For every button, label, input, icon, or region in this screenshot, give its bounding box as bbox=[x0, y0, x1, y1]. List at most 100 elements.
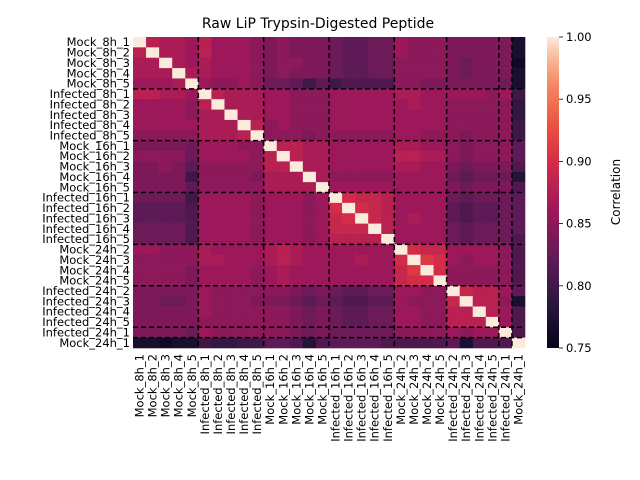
heatmap-cell bbox=[368, 161, 382, 173]
heatmap-cell bbox=[511, 88, 526, 100]
heatmap-cell bbox=[250, 119, 264, 131]
heatmap-cell bbox=[237, 327, 251, 338]
heatmap-cell bbox=[198, 119, 212, 131]
heatmap-cell bbox=[302, 140, 317, 152]
heatmap-cell bbox=[394, 68, 408, 79]
heatmap-cell bbox=[407, 223, 421, 235]
heatmap-cell bbox=[355, 285, 369, 297]
heatmap-cell bbox=[185, 327, 199, 338]
heatmap-cell bbox=[511, 37, 526, 48]
heatmap-cell bbox=[381, 254, 395, 266]
heatmap-cell bbox=[302, 337, 317, 349]
heatmap-cell bbox=[381, 296, 395, 307]
heatmap-cell bbox=[237, 182, 251, 193]
heatmap-cell bbox=[211, 316, 225, 328]
heatmap-cell bbox=[433, 223, 447, 235]
heatmap-cell bbox=[459, 316, 474, 328]
heatmap-cell bbox=[368, 223, 382, 235]
heatmap-cell bbox=[263, 296, 278, 307]
heatmap-cell bbox=[146, 88, 160, 100]
heatmap-cell bbox=[263, 171, 278, 183]
column-label: Mock_16h_3 bbox=[289, 354, 303, 425]
chart-title: Raw LiP Trypsin-Digested Peptide bbox=[202, 16, 434, 32]
heatmap-cell bbox=[381, 265, 395, 276]
heatmap-cell bbox=[276, 171, 291, 183]
heatmap-cell bbox=[472, 78, 487, 90]
heatmap-cell bbox=[342, 254, 356, 266]
heatmap-cell bbox=[472, 99, 487, 110]
heatmap-cell bbox=[263, 68, 278, 79]
heatmap-cell bbox=[289, 285, 304, 297]
heatmap-cell bbox=[394, 275, 408, 287]
heatmap-cell bbox=[329, 140, 343, 152]
heatmap-cell bbox=[211, 47, 225, 59]
heatmap-cell bbox=[237, 57, 251, 69]
heatmap-cell bbox=[146, 244, 160, 255]
heatmap-cell bbox=[394, 109, 408, 121]
heatmap-cell bbox=[276, 306, 291, 318]
column-label: Mock_16h_2 bbox=[276, 354, 290, 425]
heatmap-cell bbox=[472, 337, 487, 349]
heatmap-cell bbox=[250, 99, 264, 110]
heatmap-cell bbox=[172, 140, 186, 152]
colorbar-tick-label: 0.85 bbox=[566, 217, 592, 231]
heatmap-cell bbox=[237, 140, 251, 152]
heatmap-cell bbox=[459, 151, 474, 162]
heatmap-cell bbox=[276, 130, 291, 141]
heatmap-cell bbox=[211, 254, 225, 266]
heatmap-cell bbox=[224, 140, 238, 152]
heatmap-cell bbox=[420, 109, 434, 121]
heatmap-cell bbox=[133, 37, 147, 48]
heatmap-cell bbox=[433, 130, 447, 141]
heatmap-cell bbox=[485, 161, 500, 173]
heatmap-cell bbox=[315, 316, 330, 328]
heatmap-cell bbox=[472, 296, 487, 307]
heatmap-cell bbox=[315, 202, 330, 214]
heatmap-cell bbox=[420, 265, 434, 276]
heatmap-cell bbox=[394, 244, 408, 255]
heatmap-cell bbox=[433, 161, 447, 173]
heatmap-cell bbox=[433, 275, 447, 287]
heatmap-cell bbox=[302, 202, 317, 214]
heatmap-cell bbox=[133, 265, 147, 276]
heatmap-cell bbox=[394, 254, 408, 266]
row-label: Mock_16h_3 bbox=[59, 160, 130, 174]
heatmap-cell bbox=[315, 192, 330, 204]
heatmap-cell bbox=[498, 316, 513, 328]
heatmap-cell bbox=[355, 233, 369, 245]
row-label: Mock_24h_5 bbox=[59, 274, 130, 288]
heatmap-cell bbox=[459, 99, 474, 110]
heatmap-cell bbox=[446, 254, 460, 266]
heatmap-cell bbox=[172, 223, 186, 235]
heatmap-cell bbox=[276, 316, 291, 328]
heatmap-cell bbox=[433, 47, 447, 59]
heatmap-cell bbox=[446, 296, 460, 307]
heatmap-cell bbox=[185, 119, 199, 131]
heatmap-cell bbox=[485, 244, 500, 255]
heatmap-cell bbox=[224, 316, 238, 328]
heatmap-cell bbox=[315, 296, 330, 307]
heatmap-cell bbox=[381, 109, 395, 121]
heatmap-cell bbox=[511, 285, 526, 297]
row-label: Mock_16h_2 bbox=[59, 149, 130, 163]
heatmap-cell bbox=[433, 327, 447, 338]
heatmap-cell bbox=[498, 109, 513, 121]
heatmap-cell bbox=[315, 68, 330, 79]
colorbar bbox=[547, 37, 559, 348]
heatmap-cell bbox=[381, 37, 395, 48]
heatmap-cell bbox=[498, 119, 513, 131]
heatmap-cell bbox=[394, 140, 408, 152]
heatmap-cell bbox=[407, 88, 421, 100]
heatmap-cell bbox=[133, 254, 147, 266]
heatmap-cell bbox=[368, 171, 382, 183]
heatmap-cell bbox=[185, 182, 199, 193]
heatmap-cell bbox=[498, 223, 513, 235]
heatmap-cell bbox=[459, 130, 474, 141]
heatmap-cell bbox=[211, 202, 225, 214]
heatmap-cell bbox=[185, 223, 199, 235]
heatmap-cell bbox=[381, 306, 395, 318]
heatmap-cell bbox=[472, 171, 487, 183]
heatmap-cell bbox=[394, 119, 408, 131]
heatmap-cell bbox=[146, 151, 160, 162]
heatmap-cell bbox=[302, 296, 317, 307]
